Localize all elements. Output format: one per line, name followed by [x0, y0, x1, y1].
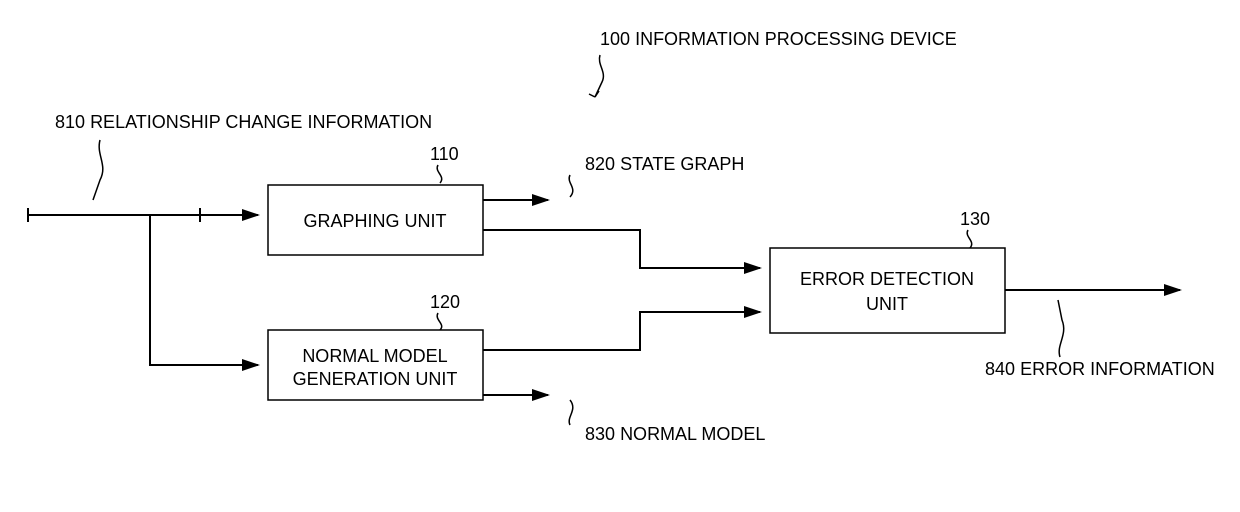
box-error-detection-label1: ERROR DETECTION [800, 269, 974, 289]
box-normal-model-label2: GENERATION UNIT [293, 369, 458, 389]
label-input: 810 RELATIONSHIP CHANGE INFORMATION [55, 112, 432, 132]
box-normal-model-label1: NORMAL MODEL [302, 346, 447, 366]
box-graphing-unit-label: GRAPHING UNIT [303, 211, 446, 231]
arrow-normal-to-error [483, 312, 760, 350]
ref-error-detection: 130 [960, 209, 990, 229]
ref-graphing-unit: 110 [430, 144, 459, 164]
block-diagram: 100 INFORMATION PROCESSING DEVICE 810 RE… [0, 0, 1240, 512]
label-device: 100 INFORMATION PROCESSING DEVICE [600, 29, 957, 49]
leader-error-info [1058, 300, 1064, 357]
leader-state-graph [569, 175, 573, 197]
arrow-graphing-to-error [483, 230, 760, 268]
box-error-detection-label2: UNIT [866, 294, 908, 314]
box-error-detection [770, 248, 1005, 333]
arrow-input-to-normal [150, 215, 258, 365]
leader-input [93, 140, 103, 200]
leader-normal-model-out [569, 400, 573, 425]
ref-normal-model: 120 [430, 292, 460, 312]
label-error-info: 840 ERROR INFORMATION [985, 359, 1215, 379]
label-state-graph: 820 STATE GRAPH [585, 154, 744, 174]
label-normal-model-out: 830 NORMAL MODEL [585, 424, 765, 444]
leader-device [595, 55, 603, 97]
